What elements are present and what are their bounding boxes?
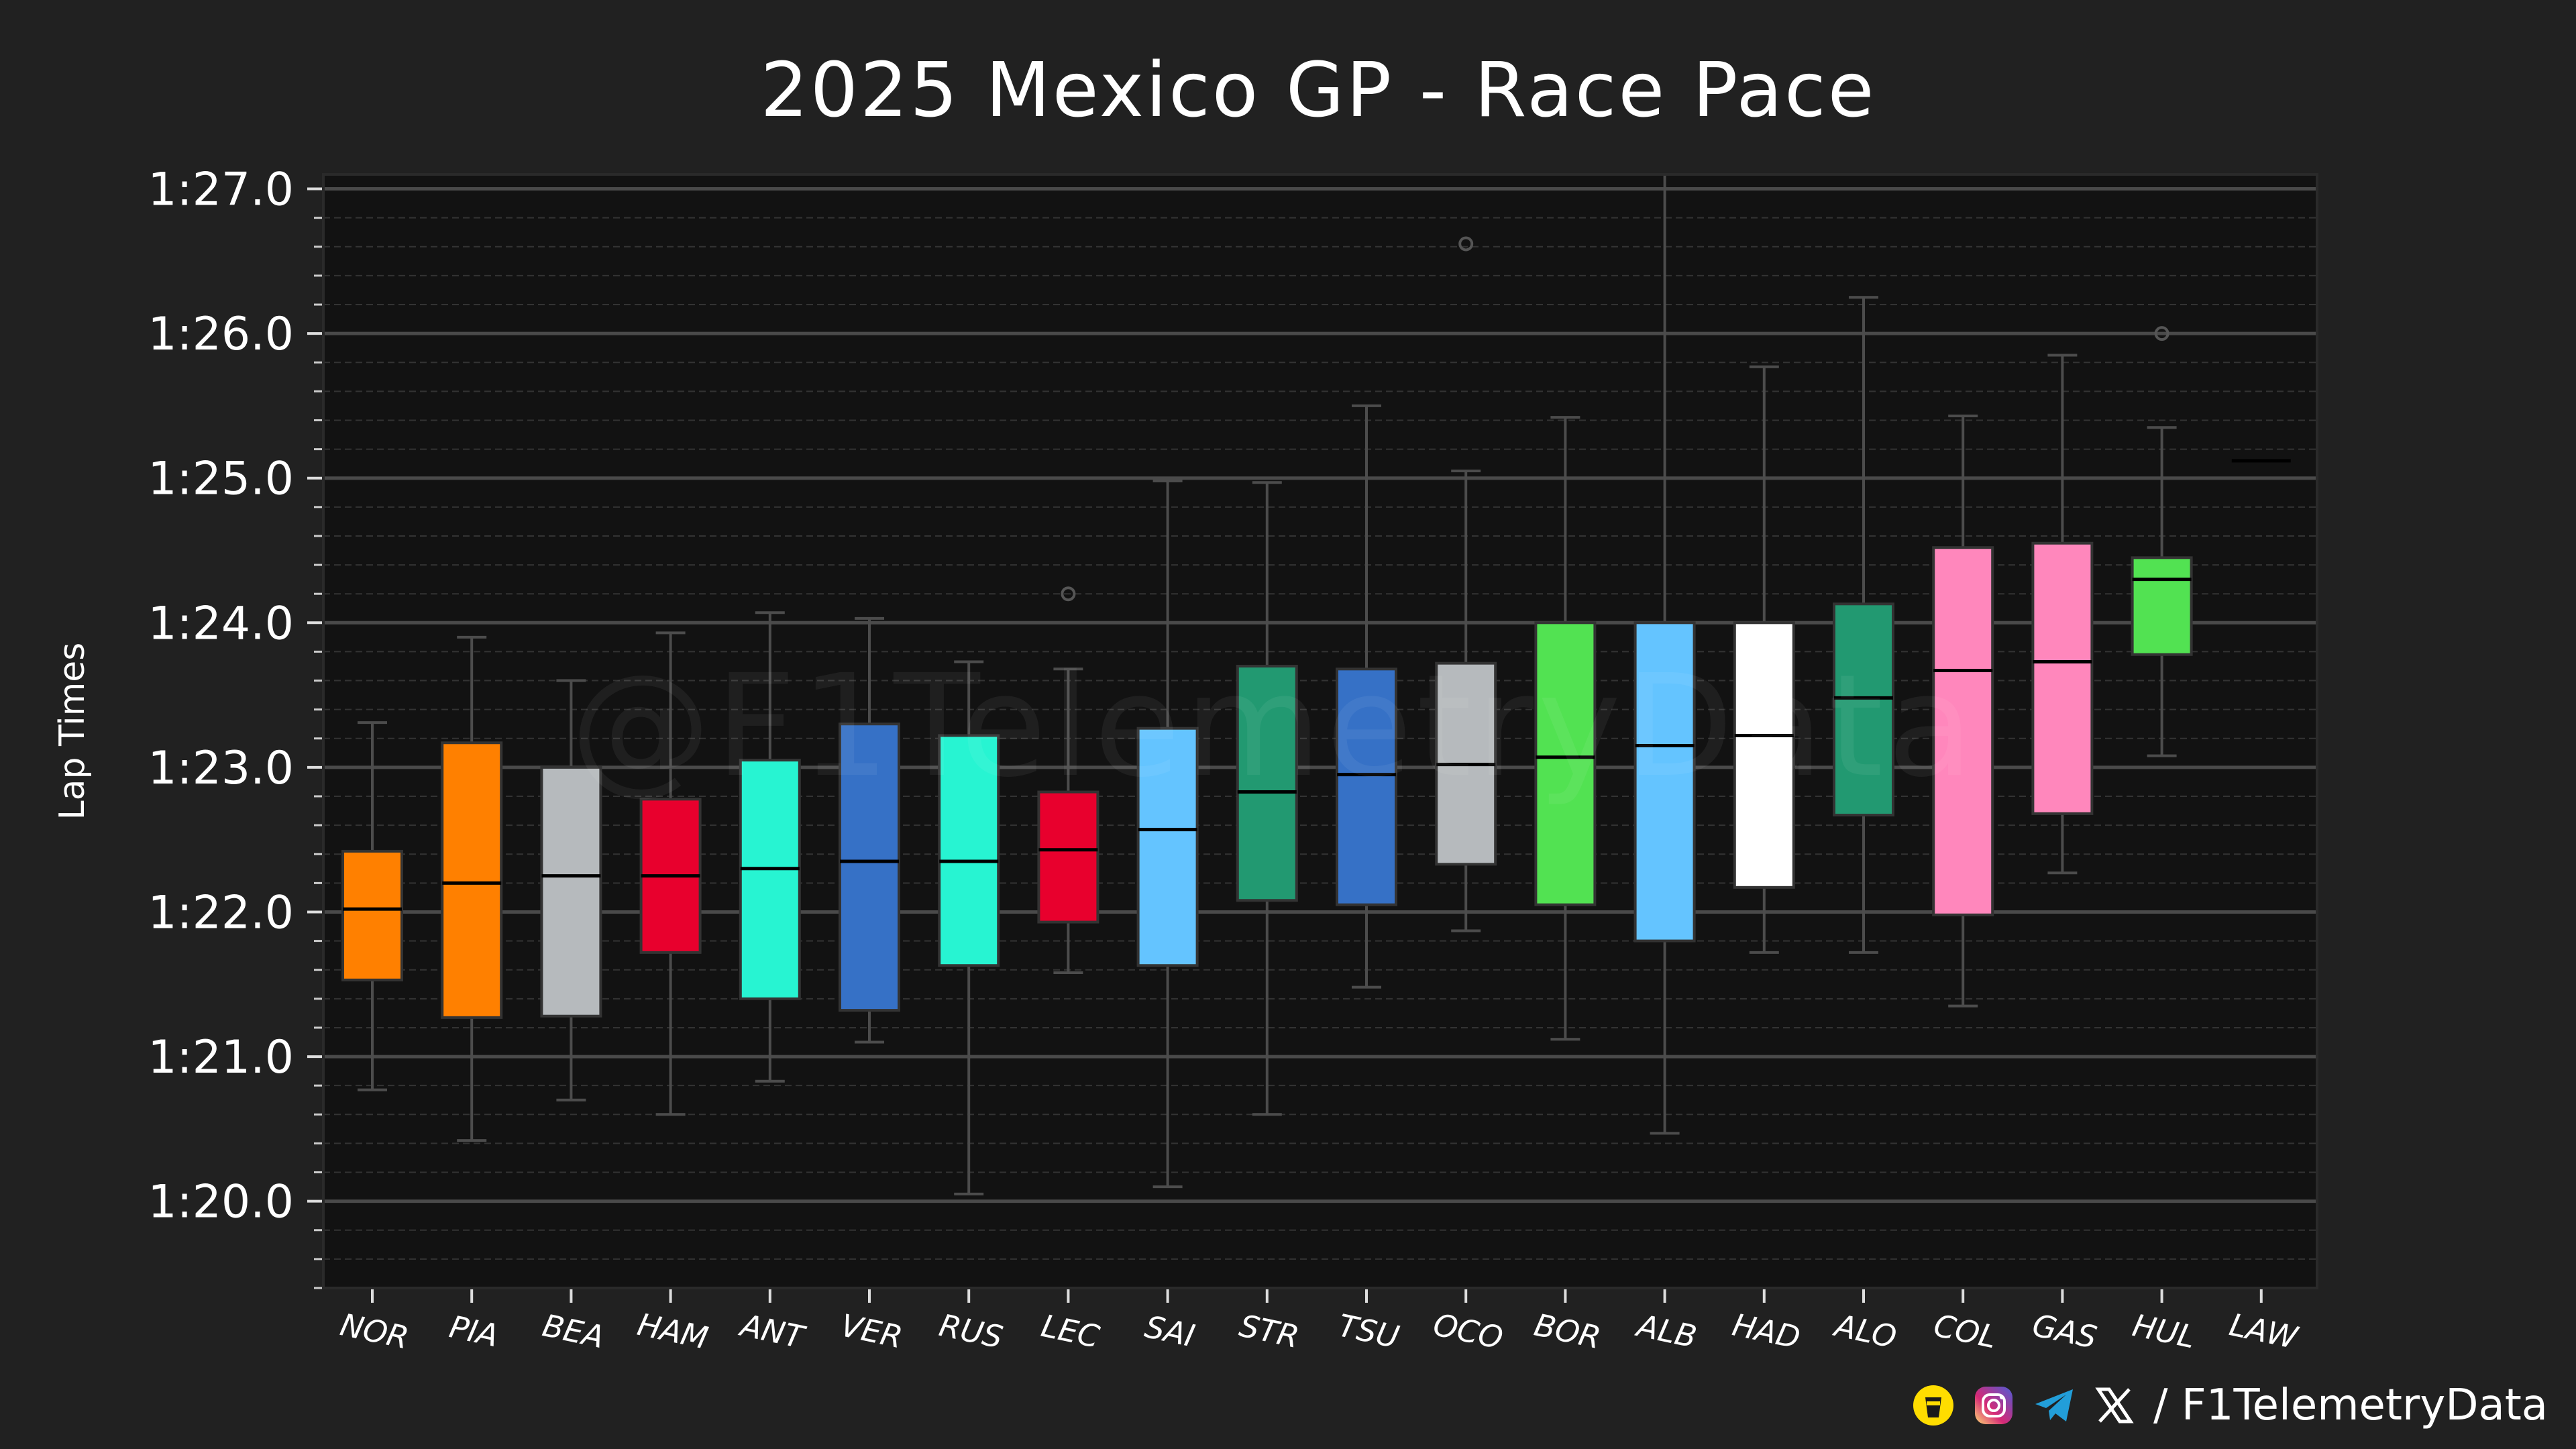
footer-handle[interactable]: / F1TelemetryData — [2153, 1381, 2548, 1430]
box-sai — [1136, 480, 1199, 1189]
x-tick-label: BEA — [539, 1307, 607, 1355]
x-tick-label: OCO — [1430, 1306, 1506, 1356]
box-iqr — [1733, 621, 1795, 889]
x-tick-label: HAM — [635, 1306, 712, 1356]
y-tick-label: 1:21.0 — [148, 1031, 294, 1084]
y-tick-label: 1:24.0 — [148, 597, 294, 650]
box-iqr — [1236, 664, 1298, 902]
box-iqr — [839, 722, 900, 1012]
box-pia — [441, 635, 503, 1142]
y-axis: 1:20.0 1:21.0 1:22.0 1:23.0 1:24.0 1:25.0 1:26… — [148, 164, 323, 1289]
box-hul — [2131, 326, 2193, 757]
box-iqr — [341, 849, 403, 981]
telegram-icon[interactable] — [2033, 1384, 2076, 1427]
box-iqr — [1633, 621, 1696, 943]
x-tick-label: COL — [1931, 1307, 2000, 1355]
box-alo — [1833, 296, 1894, 954]
x-tick-label: HUL — [2129, 1307, 2198, 1355]
boxes-group — [341, 174, 2291, 1195]
box-iqr — [1534, 621, 1597, 906]
x-tick-label: ALO — [1830, 1307, 1900, 1356]
y-tick-label: 1:20.0 — [148, 1176, 294, 1229]
outlier-point — [1458, 236, 1474, 252]
x-tick-label: BOR — [1531, 1307, 1604, 1356]
x-tick-label: HAD — [1729, 1306, 1803, 1356]
box-bor — [1534, 416, 1597, 1041]
outlier-point — [2154, 326, 2169, 341]
x-tick-label: LEC — [1038, 1307, 1103, 1355]
outlier-point — [1061, 586, 1076, 602]
x-tick-label: PIA — [446, 1308, 501, 1354]
box-iqr — [441, 741, 503, 1019]
box-iqr — [2031, 541, 2094, 815]
box-iqr — [1932, 546, 1994, 916]
box-rus — [938, 660, 1000, 1195]
x-tick-label: TSU — [1335, 1307, 1402, 1355]
box-ver — [839, 616, 900, 1044]
x-tick-label: ALB — [1632, 1307, 1700, 1355]
box-iqr — [938, 734, 1000, 967]
x-tick-label: STR — [1236, 1307, 1303, 1355]
box-alb — [1633, 174, 1696, 1135]
box-had — [1733, 365, 1795, 954]
box-gas — [2031, 354, 2094, 875]
box-ant — [739, 611, 801, 1083]
box-ham — [639, 631, 702, 1116]
x-tick-label: SAI — [1142, 1308, 1198, 1354]
box-bea — [540, 679, 602, 1102]
box-iqr — [2131, 556, 2193, 656]
x-tick-label: LAW — [2226, 1306, 2302, 1356]
box-str — [1236, 481, 1298, 1116]
box-nor — [341, 721, 403, 1091]
box-iqr — [1336, 667, 1397, 906]
x-tick-label: NOR — [337, 1306, 413, 1356]
chart-title: 2025 Mexico GP - Race Pace — [760, 47, 1876, 134]
x-tick-label: ANT — [736, 1307, 810, 1356]
x-icon[interactable] — [2093, 1384, 2136, 1427]
x-tick-label: VER — [837, 1307, 906, 1355]
box-oco — [1435, 236, 1497, 932]
y-tick-label: 1:22.0 — [148, 886, 294, 939]
box-iqr — [739, 759, 801, 1000]
x-axis: NOR PIA BEA HAM ANT VER RUS LEC SAI STR TSU OCO BOR A… — [337, 1288, 2302, 1356]
footer: / F1TelemetryData — [1912, 1375, 2548, 1436]
box-lec — [1037, 586, 1099, 975]
y-tick-label: 1:27.0 — [148, 164, 294, 217]
box-col — [1932, 415, 1994, 1008]
x-tick-label: RUS — [936, 1307, 1006, 1356]
y-tick-label: 1:25.0 — [148, 453, 294, 506]
box-iqr — [1136, 727, 1199, 967]
box-tsu — [1336, 404, 1397, 989]
y-tick-label: 1:23.0 — [148, 742, 294, 795]
box-iqr — [1037, 790, 1099, 924]
watermark: @F1TelemetryData — [570, 644, 1978, 808]
coffee-cup-icon[interactable] — [1912, 1384, 1955, 1427]
y-tick-label: 1:26.0 — [148, 308, 294, 361]
box-iqr — [540, 765, 602, 1018]
x-tick-label: GAS — [2029, 1307, 2100, 1356]
instagram-icon[interactable] — [1972, 1384, 2015, 1427]
plot-frame — [322, 173, 2318, 1289]
box-iqr — [1833, 602, 1894, 817]
